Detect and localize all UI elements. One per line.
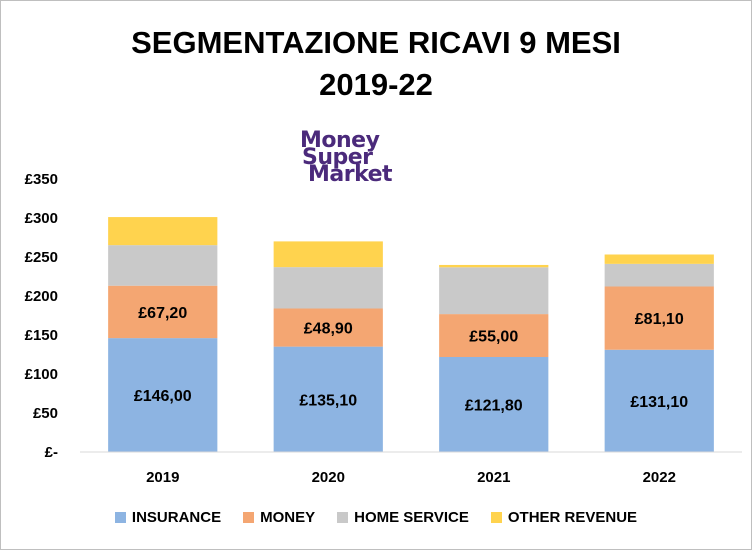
data-label: £121,80 [465,397,523,414]
legend-label: OTHER REVENUE [507,509,638,526]
y-tick-label: £- [45,444,58,461]
data-label: £135,10 [299,392,357,409]
chart-title-line-2: 2019-22 [319,67,433,102]
chart-title: SEGMENTAZIONE RICAVI 9 MESI 2019-22 [0,22,752,106]
y-tick-label: £200 [25,288,58,305]
x-tick-label: 2020 [312,469,345,486]
legend-item: INSURANCE [114,509,222,526]
y-tick-label: £300 [25,210,58,227]
logo-word-super: Super [302,145,373,170]
legend-item: OTHER REVENUE [490,509,638,526]
bar-insurance [108,338,218,452]
legend-swatch [337,512,349,523]
data-label: £55,00 [469,329,518,346]
bar-money [439,314,549,357]
legend-label: MONEY [260,509,316,526]
legend-item: HOME SERVICE [337,509,469,526]
x-tick-label: 2021 [477,469,510,486]
bar-home-service [273,267,383,309]
y-tick-label: £250 [25,249,58,266]
x-tick-label: 2019 [146,469,179,486]
bar-money [273,308,383,347]
data-label: £48,90 [304,321,353,338]
legend-label: HOME SERVICE [354,509,469,526]
legend-item: MONEY [243,509,315,526]
chart-legend: INSURANCE MONEY HOME SERVICE OTHER REVENUE [0,509,752,526]
bar-insurance [439,356,549,452]
bar-insurance [273,346,383,452]
legend-swatch [114,512,126,523]
chart-title-line-1: SEGMENTAZIONE RICAVI 9 MESI [131,25,621,60]
legend-swatch [490,512,502,523]
data-label: £131,10 [630,394,688,411]
bar-money [108,285,218,339]
y-tick-label: £350 [25,171,58,188]
bar-home-service [604,263,714,287]
bar-home-service [439,267,549,315]
data-label: £67,20 [138,305,187,322]
bar-other-revenue [108,217,218,246]
bar-other-revenue [439,264,549,268]
y-tick-label: £150 [25,327,58,344]
legend-swatch [243,512,255,523]
bar-insurance [604,349,714,452]
y-tick-label: £100 [25,366,58,383]
data-label: £81,10 [635,311,684,328]
bar-other-revenue [604,254,714,264]
logo-word-money: Money [300,128,380,153]
logo-word-market: Market [308,162,393,187]
moneysupermarket-logo: Money Super Market [300,128,460,187]
bar-other-revenue [273,241,383,268]
legend-label: INSURANCE [131,509,222,526]
y-tick-label: £50 [33,405,58,422]
bar-home-service [108,245,218,286]
x-tick-label: 2022 [643,469,676,486]
data-label: £146,00 [134,388,192,405]
bar-money [604,286,714,350]
